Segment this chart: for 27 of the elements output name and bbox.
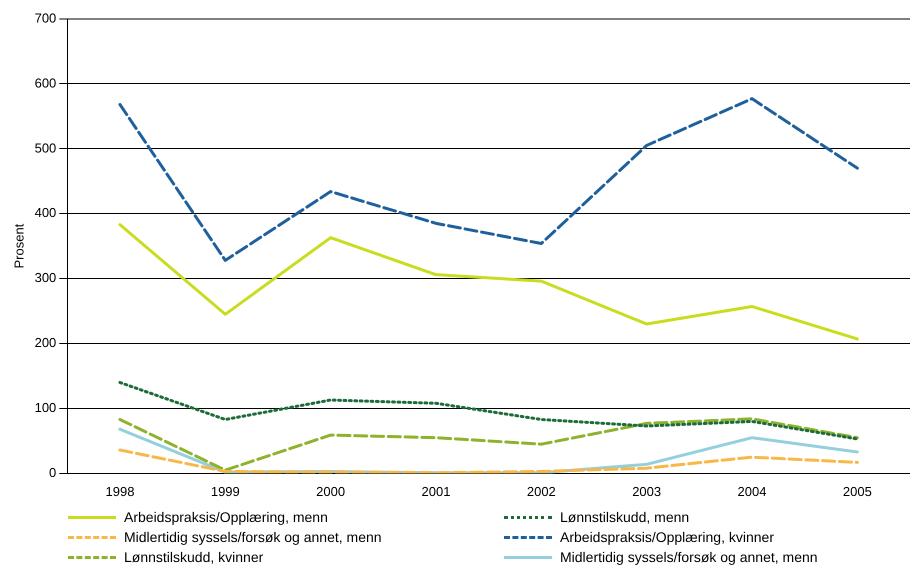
legend-label: Lønnstilskudd, kvinner [124,549,264,565]
legend-label: Arbeidspraksis/Opplæring, kvinner [560,529,774,545]
x-tick-label: 2002 [526,484,556,499]
y-tick-label: 100 [34,400,56,416]
x-tick-label: 1999 [210,484,240,499]
legend-label: Lønnstilskudd, menn [560,509,690,525]
y-tick-label: 700 [34,10,56,26]
y-tick-label: 0 [49,464,56,480]
x-tick-label: 2003 [632,484,662,499]
y-axis-title: Prosent [11,223,26,269]
line-series [118,97,859,262]
x-tick-label: 1998 [106,484,134,499]
y-tick-label: 500 [34,140,56,156]
x-tick-label: 2004 [738,484,766,499]
x-tick-label: 2001 [422,484,450,499]
legend-label: Arbeidspraksis/Opplæring, menn [124,509,328,525]
x-tick-label: 2005 [842,484,872,499]
y-tick-label: 300 [34,270,56,286]
line-series [118,417,859,472]
line-series [118,380,859,440]
y-tick-label: 600 [34,75,56,90]
y-tick-label: 200 [34,335,56,350]
legend-label: Midlertidig syssels/forsøk og annet, menn [560,549,818,565]
y-tick-label: 400 [34,205,56,220]
x-tick-label: 2000 [316,484,346,499]
legend-label: Midlertidig syssels/forsøk og annet, menn [124,529,382,545]
line-series [118,448,859,474]
